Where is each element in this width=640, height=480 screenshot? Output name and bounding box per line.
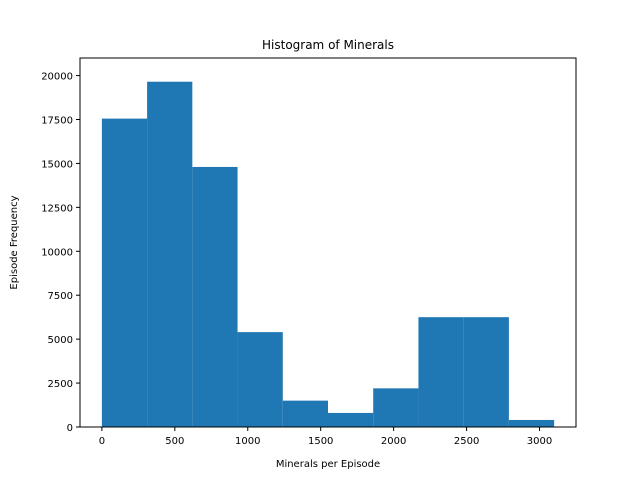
y-axis-ticks: 0 2500 5000 7500 10000 12500 15000 17500 20000 (41, 72, 80, 434)
histogram-bar (101, 118, 148, 427)
x-axis-ticks: 0 500 1000 1500 2000 2500 3000 (99, 427, 552, 447)
histogram-bar (463, 317, 509, 427)
histogram-bar (328, 412, 374, 427)
y-tick-label: 12500 (41, 203, 73, 214)
chart-title: Histogram of Minerals (262, 38, 394, 52)
y-tick-label: 5000 (48, 335, 73, 346)
histogram-bar (147, 81, 193, 427)
y-tick-label: 2500 (48, 379, 73, 390)
y-tick-label: 7500 (48, 291, 73, 302)
x-tick-label: 500 (165, 436, 184, 447)
x-tick-label: 1000 (235, 436, 260, 447)
histogram-bar (508, 419, 555, 427)
y-axis-label: Episode Frequency (9, 195, 20, 289)
histogram-bar (282, 400, 328, 427)
y-tick-label: 10000 (41, 247, 73, 258)
x-tick-label: 0 (99, 436, 105, 447)
x-tick-label: 3000 (527, 436, 552, 447)
histogram-bar (418, 317, 464, 427)
histogram-bar (373, 388, 419, 427)
plot-frame (79, 57, 577, 428)
y-tick-label: 17500 (41, 116, 73, 127)
x-tick-label: 1500 (308, 436, 333, 447)
histogram-bar (237, 332, 283, 427)
bars-group (101, 81, 555, 427)
x-tick-label: 2000 (381, 436, 406, 447)
x-axis-label: Minerals per Episode (276, 459, 380, 470)
x-tick-label: 2500 (454, 436, 479, 447)
y-tick-label: 15000 (41, 159, 73, 170)
y-tick-label: 0 (67, 423, 73, 434)
y-tick-label: 20000 (41, 72, 73, 83)
histogram-bar (192, 166, 238, 427)
